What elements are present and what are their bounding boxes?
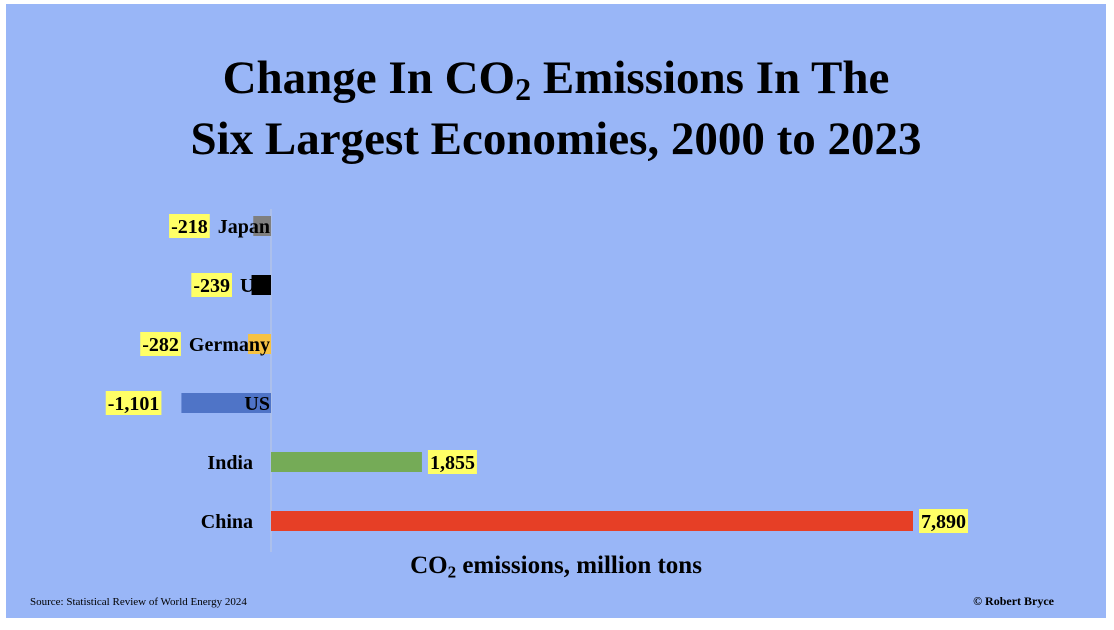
title-subscript: 2	[515, 71, 532, 108]
category-label-us: US	[244, 393, 270, 415]
bar-chart: Japan -218 UK -239 Germany -282 US -1,101 India 1…	[105, 209, 968, 552]
bar-china	[271, 511, 913, 531]
value-highlight-japan	[169, 214, 210, 238]
bar-uk	[251, 275, 271, 295]
x-axis-label: CO2 emissions, million tons	[6, 552, 1106, 580]
xlabel-text-2: emissions, million tons	[456, 552, 702, 579]
value-label-uk: -239	[193, 275, 230, 297]
chart-slide: Change In CO2 Emissions In The Six Larges…	[6, 4, 1106, 618]
value-highlight-uk	[191, 273, 232, 297]
bar-us	[181, 393, 271, 413]
category-label-germany: Germany	[189, 334, 270, 356]
category-label-china: China	[201, 511, 253, 533]
title-text-2: Emissions In The	[531, 52, 890, 104]
category-label-india: India	[207, 452, 253, 474]
xlabel-subscript: 2	[447, 562, 457, 582]
category-label-japan: Japan	[218, 216, 270, 238]
bar-japan	[253, 216, 271, 236]
value-label-us: -1,101	[108, 393, 160, 415]
value-label-china: 7,890	[921, 511, 966, 533]
source-note: Source: Statistical Review of World Ener…	[30, 596, 247, 608]
value-highlight-india	[427, 450, 477, 474]
title-text-1: Change In CO	[222, 52, 516, 104]
value-highlight-germany	[140, 332, 181, 356]
value-label-india: 1,855	[430, 452, 475, 474]
xlabel-text-1: CO	[410, 552, 448, 579]
title-text-3: Six Largest Economies, 2000 to 2023	[190, 113, 922, 165]
category-label-uk: UK	[240, 275, 270, 297]
value-label-germany: -282	[142, 334, 179, 356]
value-highlight-us	[105, 391, 162, 415]
bar-germany	[248, 334, 271, 354]
bar-india	[271, 452, 422, 472]
copyright-credit: © Robert Bryce	[973, 594, 1054, 608]
value-label-japan: -218	[171, 216, 208, 238]
value-highlight-china	[919, 509, 968, 533]
chart-title: Change In CO2 Emissions In The Six Larges…	[6, 48, 1106, 170]
